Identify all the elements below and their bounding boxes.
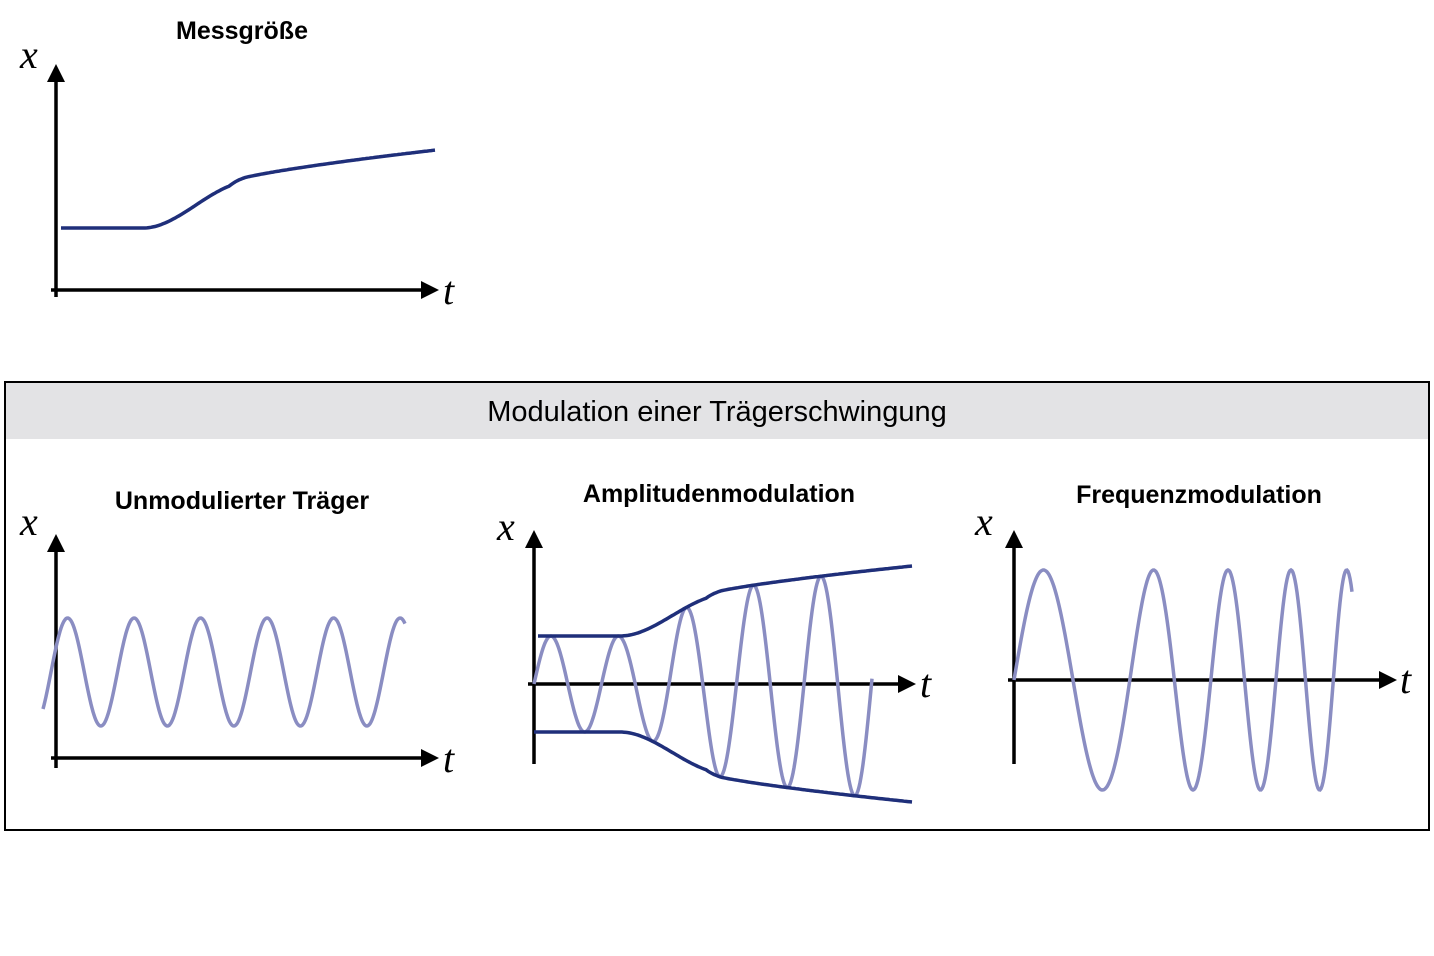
fm-y-arrow [1005,530,1023,548]
fm-x-arrow [1379,671,1397,689]
modulation-frame [4,381,1430,831]
am-y-arrow [525,530,543,548]
fm-y-label: x [974,499,993,544]
carrier-wave [41,616,407,728]
modulation-banner [6,383,1428,439]
carrier-panel: Unmodulierter Träger x t [19,487,455,781]
am-y-label: x [496,504,515,549]
measurand-panel: Messgröße x t [19,17,455,313]
modulation-title: Modulation einer Trägerschwingung [487,396,946,428]
am-modulated-wave [532,574,874,798]
fm-panel: Frequenzmodulation x t [974,481,1412,792]
am-envelope-upper [538,564,913,638]
am-x-label: t [920,661,932,706]
fm-x-label: t [1400,657,1412,702]
measurand-y-arrow [47,64,65,82]
carrier-x-label: t [443,736,455,781]
measurand-x-arrow [421,281,439,299]
carrier-y-arrow [47,534,65,552]
carrier-y-label: x [19,499,38,544]
am-envelope-lower [534,730,913,804]
measurand-x-label: t [443,268,455,313]
am-panel: Amplitudenmodulation x t [496,480,932,804]
fm-title: Frequenzmodulation [1076,481,1322,509]
measurand-title: Messgröße [176,17,308,45]
carrier-title: Unmodulierter Träger [115,487,369,515]
carrier-x-arrow [421,749,439,767]
am-x-arrow [898,675,916,693]
modulation-box: Modulation einer Trägerschwingung [4,381,1430,831]
measurand-y-label: x [19,32,38,77]
fm-modulated-wave [1012,567,1354,792]
am-title: Amplitudenmodulation [583,480,855,508]
measurand-curve [61,148,436,230]
